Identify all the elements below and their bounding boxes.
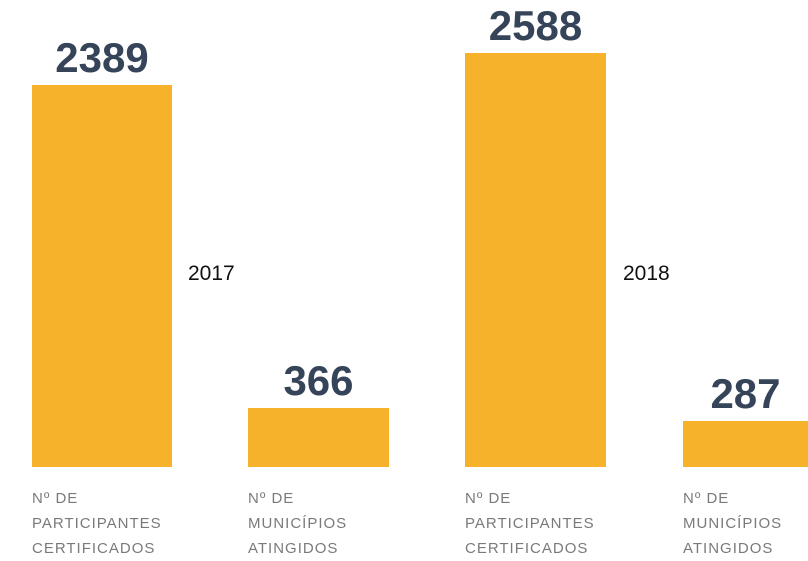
category-label: Nº DE PARTICIPANTES CERTIFICADOS bbox=[32, 490, 162, 557]
bar bbox=[32, 84, 172, 467]
series-label: 2017 bbox=[188, 262, 235, 285]
category-label: Nº DE MUNICÍPIOS ATINGIDOS bbox=[683, 490, 783, 557]
bar bbox=[465, 52, 606, 467]
value-label: 2389 bbox=[55, 33, 149, 81]
value-label: 366 bbox=[283, 357, 354, 405]
bar bbox=[683, 421, 808, 467]
value-label: 2588 bbox=[488, 1, 583, 49]
bar bbox=[248, 408, 389, 467]
category-label: Nº DE PARTICIPANTES CERTIFICADOS bbox=[465, 490, 595, 557]
series-label: 2018 bbox=[623, 262, 670, 285]
category-label: Nº DE MUNICÍPIOS ATINGIDOS bbox=[248, 490, 348, 557]
value-label: 287 bbox=[710, 370, 781, 418]
